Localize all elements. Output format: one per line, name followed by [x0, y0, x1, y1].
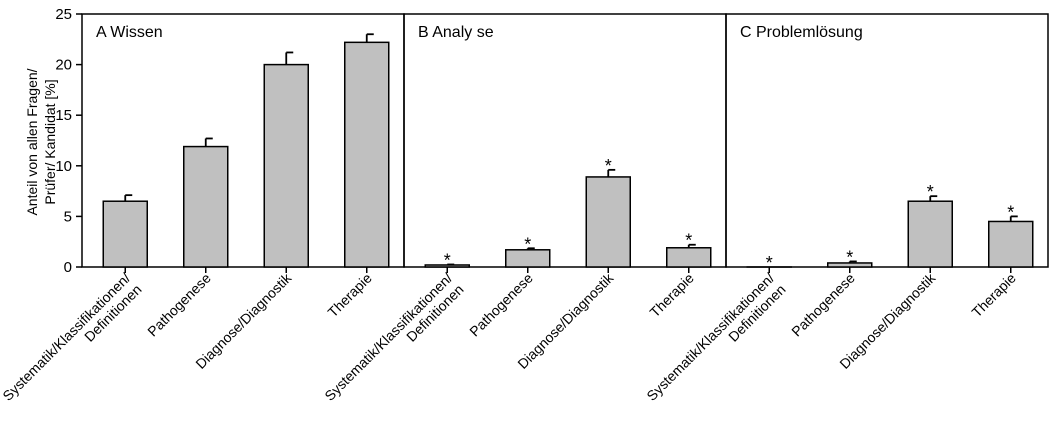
x-category-label-line: Systematik/Klassifikationen/ — [0, 270, 133, 404]
bar — [344, 41, 390, 268]
x-category-label: Pathogenese — [788, 270, 858, 340]
x-category-label-line: Therapie — [324, 270, 375, 321]
significance-marker: * — [605, 156, 612, 176]
bar — [183, 145, 229, 268]
x-category-label-line: Therapie — [646, 270, 697, 321]
chart-panel: C Problemlösung*Systematik/Klassifikatio… — [643, 13, 1049, 404]
x-category-label-line: Pathogenese — [466, 270, 536, 340]
significance-marker: * — [1007, 202, 1014, 222]
y-tick-label: 15 — [55, 107, 72, 124]
bar — [907, 200, 953, 268]
y-axis-label-line-1: Anteil von allen Fragen/ — [24, 68, 40, 215]
chart-panel: A Wissen Systematik/Klassifikationen/Defi… — [0, 13, 405, 415]
bar — [585, 176, 631, 268]
x-category-label: Therapie — [968, 270, 1019, 321]
y-tick-label: 25 — [55, 6, 72, 23]
x-category-label: Therapie — [646, 270, 697, 321]
x-category-label: Therapie — [324, 270, 375, 321]
x-category-label-line: Systematik/Klassifikationen/ — [643, 270, 777, 404]
y-axis: 0 5 10 15 20 25 — [55, 6, 82, 276]
chart-panels: A Wissen Systematik/Klassifikationen/Defi… — [0, 13, 1049, 415]
y-tick-label: 5 — [64, 208, 72, 225]
significance-marker: * — [846, 247, 853, 267]
panel-title: C Problemlösung — [740, 24, 863, 41]
significance-marker: * — [444, 250, 451, 270]
x-category-label-line: Pathogenese — [788, 270, 858, 340]
x-category-label: Systematik/Klassifikationen/Definitionen — [0, 270, 145, 415]
y-tick-label: 20 — [55, 57, 72, 74]
significance-marker: * — [524, 234, 531, 254]
x-category-label: Pathogenese — [466, 270, 536, 340]
panel-frame — [725, 13, 1049, 268]
bar — [988, 220, 1034, 268]
x-category-label-line: Pathogenese — [144, 270, 214, 340]
x-category-label: Pathogenese — [144, 270, 214, 340]
x-category-label-line: Systematik/Klassifikationen/ — [321, 270, 455, 404]
bar — [102, 200, 148, 268]
bar — [263, 63, 309, 268]
y-tick-label: 10 — [55, 158, 72, 175]
panel-title: A Wissen — [96, 24, 163, 41]
significance-marker: * — [927, 182, 934, 202]
y-tick-label: 0 — [64, 259, 72, 276]
x-category-label-line: Therapie — [968, 270, 1019, 321]
significance-marker: * — [766, 253, 773, 273]
y-axis-label: Anteil von allen Fragen/ Prüfer/ Kandida… — [24, 68, 58, 215]
y-axis-label-line-2: Prüfer/ Kandidat [%] — [42, 79, 58, 204]
panel-frame — [403, 13, 727, 268]
significance-marker: * — [685, 231, 692, 251]
panel-title: B Analy se — [418, 24, 494, 41]
